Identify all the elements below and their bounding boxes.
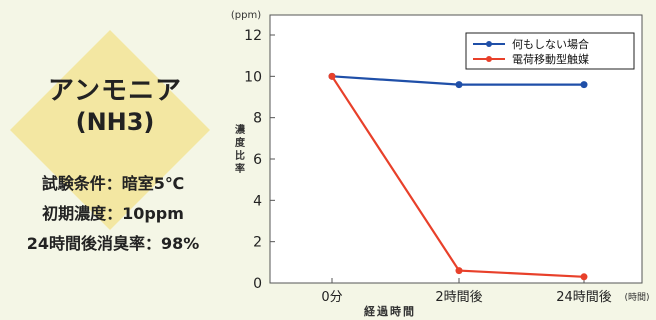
y-tick-label: 4 xyxy=(253,193,262,209)
data-point xyxy=(328,72,336,80)
y-tick-label: 8 xyxy=(253,111,262,127)
data-point xyxy=(455,81,463,89)
substance-title: アンモニア xyxy=(48,76,182,106)
y-tick-label: 10 xyxy=(244,69,262,85)
deodorization-rate-text: 24時間後消臭率：98% xyxy=(26,234,200,253)
legend-label: 電荷移動型触媒 xyxy=(512,52,589,66)
data-point xyxy=(580,273,588,281)
data-point xyxy=(455,267,463,275)
x-tick-label: 0分 xyxy=(321,290,342,305)
y-tick-label: 2 xyxy=(253,235,262,251)
x-axis-label: 経過時間 xyxy=(364,304,416,318)
y-axis-label: 濃度比率 xyxy=(233,123,245,176)
data-point xyxy=(580,81,588,89)
legend-label: 何もしない場合 xyxy=(512,37,589,51)
test-condition-text: 試験条件：暗室5℃ xyxy=(41,174,185,193)
y-tick-label: 6 xyxy=(253,152,262,168)
x-tick-label: 2時間後 xyxy=(435,290,482,305)
initial-concentration-text: 初期濃度：10ppm xyxy=(42,204,184,223)
x-axis-unit: (時間) xyxy=(624,292,649,303)
substance-formula: (NH3) xyxy=(75,108,155,136)
x-tick-label: 24時間後 xyxy=(556,290,612,305)
y-axis-unit: (ppm) xyxy=(231,10,261,21)
legend-swatch-marker xyxy=(486,41,492,47)
legend-box xyxy=(465,32,635,70)
legend-swatch-marker xyxy=(486,56,492,62)
y-tick-label: 0 xyxy=(253,276,262,292)
diamond-background xyxy=(10,30,210,230)
y-tick-label: 12 xyxy=(244,28,262,44)
